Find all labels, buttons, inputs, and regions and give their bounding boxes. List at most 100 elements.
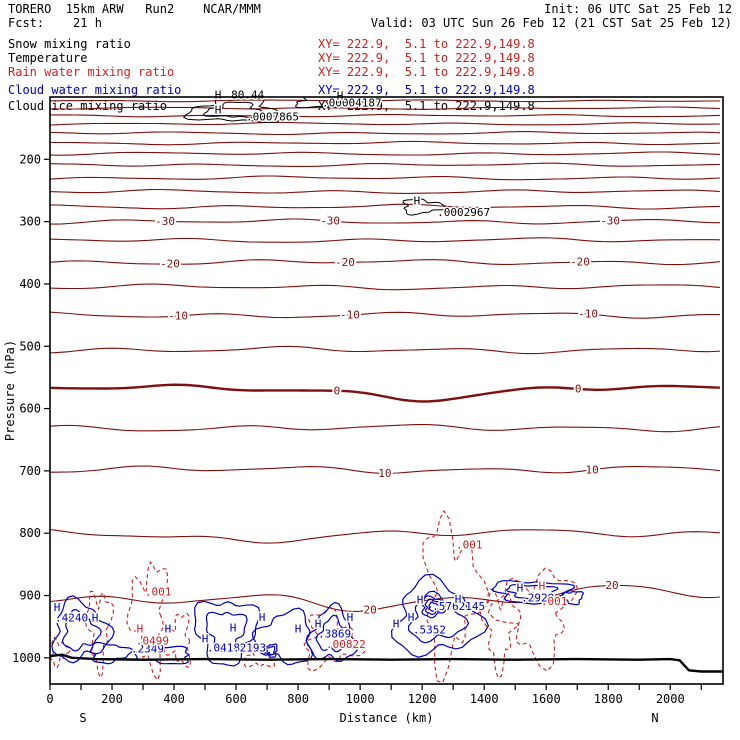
rain-water-contour [50,636,71,669]
legend-row-cloud-water-xy: XY= 222.9, 5.1 to 222.9,149.8 [318,83,535,97]
temperature-contour-label: -20 [335,256,355,269]
temperature-contour [50,218,720,225]
rain-water-contour [126,561,169,682]
temperature-contour [50,311,720,319]
temperature-contour [50,203,720,210]
max-value-label: .0002967 [437,206,490,219]
max-value-label: .3869 [318,628,351,641]
temperature-contour-label: -20 [160,258,180,271]
cloud-ice-contour [295,97,355,109]
y-tick-label: 600 [19,402,41,416]
cloud-ice-contour [202,101,264,119]
max-value-label: .5352 [413,623,446,636]
temperature-contour [50,140,720,146]
rain-water-contour [422,509,490,684]
h-marker: H [165,623,172,636]
max-value-label: .2349 [131,643,164,656]
max-value-label: .001 [456,539,483,552]
cloud-ice-contour [183,97,281,124]
temperature-contour [50,114,720,118]
temperature-contour [50,162,720,167]
h-marker: H [347,611,354,624]
temperature-contour [50,175,720,181]
legend-row-snow-xy: XY= 222.9, 5.1 to 222.9,149.8 [318,37,535,51]
y-tick-label: 900 [19,589,41,603]
temperature-contour [50,345,720,355]
temperature-contour-label: -10 [340,309,360,322]
h-marker: H [215,104,222,117]
cloud-water-contour [205,611,248,653]
x-tick-label: 400 [163,692,185,706]
cloud-water-contour [561,590,584,606]
temperature-contour [50,528,720,544]
h-marker: H [259,611,266,624]
cloud-water-contour [424,598,447,616]
max-value-label: .00822 [326,638,366,651]
plot-frame [49,96,724,685]
rain-water-contour [163,612,191,668]
cloud-water-contour [134,645,190,665]
model-run-title: TORERO 15km ARW Run2 NCAR/MMM [8,2,261,16]
temperature-contour [50,465,720,474]
h-marker: H [393,618,400,631]
temperature-contour-label: 10 [378,467,391,480]
cloud-water-contour [428,601,442,612]
x-tick-label: 800 [287,692,309,706]
x-tick-label: 1200 [408,692,437,706]
legend-row-temperature-xy: XY= 222.9, 5.1 to 222.9,149.8 [318,51,535,65]
temperature-contour [50,151,720,156]
legend-row-temperature-label: Temperature [8,51,88,65]
x-axis-title: Distance (km) [340,711,434,725]
y-tick-label: 300 [19,215,41,229]
temperature-contour [50,106,720,110]
cloud-water-contour [420,595,452,619]
h-marker: H [215,89,222,102]
legend-row-snow-label: Snow mixing ratio [8,37,131,51]
temperature-contour [50,131,720,136]
temperature-contours [50,99,720,612]
y-tick-label: 700 [19,464,41,478]
y-tick-label: 1000 [12,651,41,665]
x-tick-label: 600 [225,692,247,706]
cloud-ice-contours [183,97,449,216]
valid-time: Valid: 03 UTC Sun 26 Feb 12 (21 CST Sat … [370,16,732,30]
cloud-water-contour [390,573,490,658]
rain-contours [50,509,579,684]
h-marker: H [137,623,144,636]
h-marker: H [230,621,237,634]
cloud-water-contour [251,607,314,666]
max-value-label: .5762145 [432,600,485,613]
cloud-water-contour [61,608,102,652]
temperature-contour [50,259,720,266]
temperature-contour-label: -30 [320,215,340,228]
max-value-label: .2193 [233,641,266,654]
max-value-label: .0418 [207,641,240,654]
temperature-contour [50,383,720,403]
h-marker: H [517,582,524,595]
h-marker: H [337,89,344,102]
x-tick-label: 200 [101,692,123,706]
legend-row-rain-label: Rain water mixing ratio [8,65,175,79]
x-tick-label: 2000 [656,692,685,706]
temperature-contour-label: 0 [334,384,341,397]
cloud-water-contour [193,600,261,667]
temperature-contour-label: -10 [168,310,188,323]
h-marker: H [295,623,302,636]
y-tick-label: 400 [19,277,41,291]
contour-labels: -30 -30 -30 -20 -20 -20 -10 -10 -10 0 0 10 10 20 20 80.… [52,87,622,657]
cloud-ice-contour [402,198,449,216]
rain-water-contour [84,590,114,679]
h-marker: H [408,611,415,624]
max-value-label: .2929 [521,592,554,605]
temperature-contour-label: -20 [570,256,590,269]
max-value-label: .0007865 [246,110,299,123]
temperature-contour [50,121,720,126]
temperature-contour [50,283,720,291]
init-time: Init: 06 UTC Sat 25 Feb 12 [544,2,732,16]
h-marker: H [315,618,322,631]
temperature-contour-label: -30 [600,214,620,227]
surface-line [50,653,723,673]
y-tick-label: 500 [19,339,41,353]
